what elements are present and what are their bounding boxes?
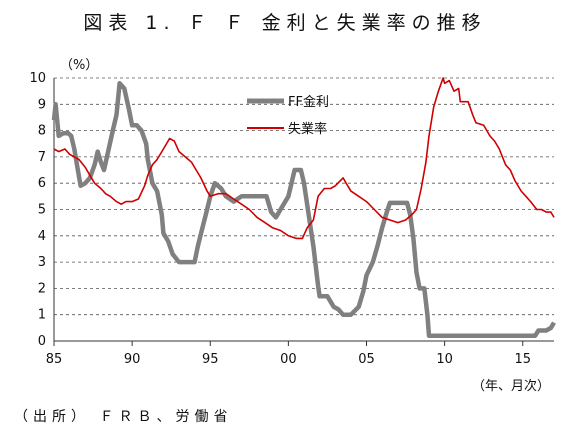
x-tick-label-95: 95 bbox=[202, 352, 219, 367]
x-tick-label-15: 15 bbox=[514, 352, 531, 367]
chart-title: 図表 1. Ｆ Ｆ 金利と失業率の推移 bbox=[83, 12, 487, 34]
y-axis-unit-label: （%） bbox=[60, 58, 99, 73]
y-tick-label-1: 1 bbox=[38, 308, 46, 323]
y-tick-label-4: 4 bbox=[38, 229, 46, 244]
legend-label-unemployment: 失業率 bbox=[288, 121, 327, 137]
axes bbox=[53, 78, 554, 346]
series-line-unemployment bbox=[53, 77, 555, 240]
x-tick-label-05: 05 bbox=[358, 352, 375, 367]
y-tick-label-7: 7 bbox=[38, 150, 46, 165]
x-axis-unit-label: （年、月次） bbox=[472, 379, 551, 394]
x-tick-label-90: 90 bbox=[124, 352, 141, 367]
x-tick-label-00: 00 bbox=[280, 352, 297, 367]
gridlines bbox=[54, 77, 554, 316]
y-tick-label-3: 3 bbox=[38, 255, 46, 270]
y-tick-label-6: 6 bbox=[38, 176, 46, 191]
y-tick-label-8: 8 bbox=[38, 124, 46, 139]
legend-label-ff-rate: FF金利 bbox=[288, 94, 329, 110]
series-lines bbox=[51, 77, 556, 338]
x-tick-label-10: 10 bbox=[436, 352, 453, 367]
y-tick-label-0: 0 bbox=[38, 334, 46, 349]
series-line-ff-rate bbox=[51, 81, 556, 338]
x-tick-label-85: 85 bbox=[46, 352, 63, 367]
y-tick-label-10: 10 bbox=[29, 71, 46, 86]
y-tick-label-5: 5 bbox=[38, 203, 46, 218]
y-tick-labels: 0 1 2 3 4 5 6 7 8 9 10 bbox=[29, 71, 46, 349]
y-tick-label-2: 2 bbox=[38, 281, 46, 296]
y-tick-label-9: 9 bbox=[38, 97, 46, 112]
source-note: （出所） ＦＲＢ、労働省 bbox=[14, 409, 233, 425]
x-tick-labels: 85 90 95 00 05 10 15 bbox=[46, 352, 531, 367]
